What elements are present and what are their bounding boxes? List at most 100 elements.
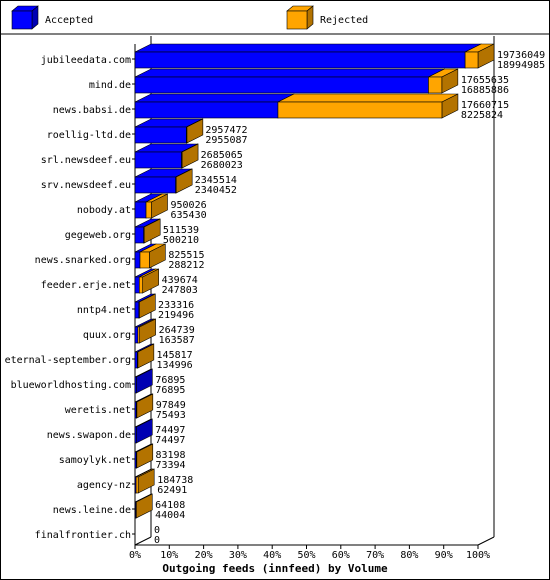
- value-label-accepted: 73394: [155, 460, 185, 471]
- value-label-offered: 74497: [155, 425, 185, 436]
- value-label-offered: 264739: [159, 325, 195, 336]
- bar-rejected-front: [428, 76, 443, 94]
- x-axis-depth-left: [134, 536, 152, 546]
- category-label: blueworldhosting.com: [11, 380, 131, 391]
- bar-rejected: [277, 93, 459, 119]
- value-label-offered: 2345514: [195, 175, 237, 186]
- value-label-offered: 17660715: [461, 100, 509, 111]
- bar-accepted-front: [134, 176, 176, 194]
- bar-accepted: [134, 43, 482, 69]
- bar-accepted-top: [134, 43, 482, 53]
- category-label: jubileedata.com: [41, 55, 131, 66]
- bar-rejected: [135, 443, 154, 469]
- value-label-accepted: 2340452: [195, 185, 237, 196]
- value-label-accepted: 2955087: [205, 135, 247, 146]
- bar-accepted-front: [134, 76, 429, 94]
- bar-accepted: [134, 418, 153, 444]
- bar-rejected: [137, 343, 155, 369]
- bar-accepted-front: [134, 301, 140, 319]
- bar-accepted-top: [134, 68, 445, 78]
- value-label-offered: 83198: [155, 450, 185, 461]
- bar-rejected-front: [186, 126, 188, 144]
- bar-accepted-front: [134, 151, 182, 169]
- value-label-offered: 825515: [168, 250, 204, 261]
- x-tick-label: 90%: [435, 550, 453, 561]
- bar-accepted-front: [134, 276, 140, 294]
- bar-rejected: [175, 168, 193, 194]
- category-label: srv.newsdeef.eu: [41, 180, 131, 191]
- bar-rejected: [136, 393, 154, 419]
- category-label: news.babsi.de: [53, 105, 131, 116]
- bar-rejected-front: [136, 401, 138, 419]
- bar-rejected: [428, 68, 459, 94]
- value-label-offered: 97849: [156, 400, 186, 411]
- bar-accepted: [134, 68, 445, 94]
- x-tick-label: 30%: [229, 550, 247, 561]
- bar-rejected-front: [137, 326, 140, 344]
- legend-swatch-accepted: [11, 5, 39, 30]
- value-label-offered: 19736049: [497, 50, 545, 61]
- category-label: roellig-ltd.de: [47, 130, 131, 141]
- value-label-accepted: 16885886: [461, 85, 509, 96]
- value-label-offered: 64108: [155, 500, 185, 511]
- bar-accepted-front: [134, 201, 147, 219]
- value-label-accepted: 134996: [157, 360, 193, 371]
- category-label: nntp4.net: [77, 305, 131, 316]
- value-label-offered: 950026: [171, 200, 207, 211]
- x-tick-label: 0%: [129, 550, 141, 561]
- x-tick-label: 50%: [297, 550, 315, 561]
- bar-accepted-front: [134, 226, 144, 244]
- legend-label-rejected: Rejected: [320, 15, 368, 26]
- bar-rejected-front: [145, 201, 152, 219]
- value-label-accepted: 44004: [155, 510, 185, 521]
- bar-accepted-front: [134, 251, 141, 269]
- category-label: srl.newsdeef.eu: [41, 155, 131, 166]
- category-label: nobody.at: [77, 205, 131, 216]
- bar-rejected: [181, 143, 199, 169]
- bar-rejected: [145, 193, 168, 219]
- bar-rejected: [139, 243, 166, 269]
- bar-rejected-front: [175, 176, 177, 194]
- bar-rejected: [135, 493, 153, 519]
- bar-rejected-front: [464, 51, 479, 69]
- bar-rejected-front: [139, 276, 143, 294]
- value-label-offered: 184738: [157, 475, 193, 486]
- category-label: gegeweb.org: [65, 230, 131, 241]
- value-label-offered: 233316: [158, 300, 194, 311]
- bar-accepted: [134, 368, 153, 394]
- category-label: mind.de: [89, 80, 131, 91]
- bar-rejected-front: [143, 226, 145, 244]
- value-label-offered: 439674: [162, 275, 198, 286]
- x-tick-label: 20%: [195, 550, 213, 561]
- legend-label-accepted: Accepted: [45, 15, 93, 26]
- bar-rejected-front: [137, 351, 139, 369]
- bar-rejected: [139, 268, 159, 294]
- bar-rejected-front: [135, 476, 139, 494]
- value-label-accepted: 635430: [171, 210, 207, 221]
- category-label: news.swapon.de: [47, 430, 131, 441]
- bar-rejected: [464, 43, 495, 69]
- bar-rejected-front: [135, 451, 138, 469]
- value-label-accepted: 0: [154, 535, 160, 546]
- bar-rejected: [137, 318, 156, 344]
- bar-accepted-front: [134, 426, 137, 444]
- value-label-accepted: 62491: [157, 485, 187, 496]
- value-label-offered: 76895: [155, 375, 185, 386]
- bar-rejected-front: [181, 151, 183, 169]
- x-tick-label: 40%: [263, 550, 281, 561]
- x-axis-depth-right: [477, 536, 495, 546]
- value-label-accepted: 8225824: [461, 110, 503, 121]
- value-label-offered: 511539: [163, 225, 199, 236]
- bar-rejected-front: [135, 501, 137, 519]
- value-label-accepted: 288212: [168, 260, 204, 271]
- value-label-offered: 145817: [157, 350, 193, 361]
- legend: Accepted Rejected: [11, 5, 368, 30]
- x-axis-title: Outgoing feeds (innfeed) by Volume: [162, 562, 388, 575]
- bar-rejected: [143, 218, 161, 244]
- x-tick-label: 60%: [332, 550, 350, 561]
- value-label-accepted: 163587: [159, 335, 195, 346]
- category-label: agency-nz: [77, 480, 131, 491]
- value-label-accepted: 247803: [162, 285, 198, 296]
- category-label: news.leine.de: [53, 505, 131, 516]
